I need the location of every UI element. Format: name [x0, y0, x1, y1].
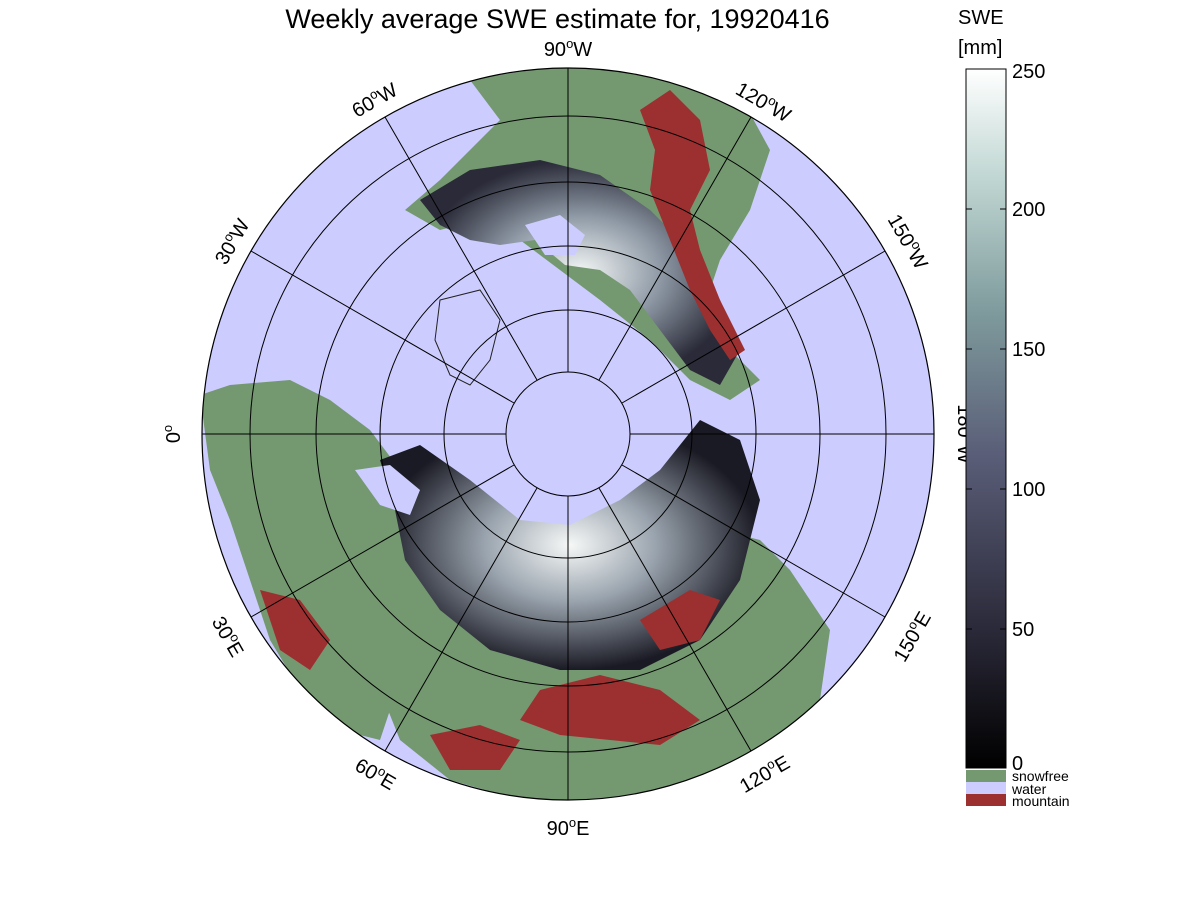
lon-label-60e: 60oE [351, 752, 401, 795]
colorbar-label-swe: SWE [958, 7, 1004, 29]
legend-label-mountain: mountain [1012, 793, 1070, 809]
legend-swatch-mountain [966, 794, 1006, 806]
colorbar-label-unit: [mm] [958, 37, 1002, 59]
snow-north-america [420, 160, 740, 385]
colorbar-gradient [965, 68, 1007, 769]
lon-label-90w: 90oW [544, 36, 592, 61]
colorbar: SWE [mm] 0 50 100 150 200 250 snowfree w… [958, 7, 1070, 809]
legend-label-snowfree: snowfree [1012, 768, 1069, 784]
legend-label-water: water [1011, 781, 1047, 797]
lon-label-150e: 150oE [887, 607, 936, 666]
mountain-east-asia [640, 590, 720, 650]
lon-label-120e: 120oE [735, 749, 794, 798]
map-disk [201, 67, 935, 801]
colorbar-tick-200: 200 [1012, 199, 1045, 221]
legend-swatch-water [966, 782, 1006, 794]
mountain-rockies [640, 90, 745, 360]
map-title: Weekly average SWE estimate for, 1992041… [285, 4, 830, 34]
mountain-alps [260, 590, 330, 670]
lon-label-0: 0o [160, 425, 185, 443]
baltic-sea [355, 465, 420, 515]
hudson-bay [525, 215, 585, 255]
colorbar-tick-marks [966, 68, 1006, 769]
lon-label-90e: 90oE [547, 815, 590, 840]
lon-label-30e: 30oE [207, 611, 250, 661]
mountain-asia [520, 675, 700, 745]
colorbar-tick-150: 150 [1012, 339, 1045, 361]
meridian-lines [202, 68, 934, 800]
colorbar-tick-50: 50 [1012, 619, 1034, 641]
colorbar-tick-0: 0 [1012, 753, 1023, 775]
colorbar-tick-100: 100 [1012, 479, 1045, 501]
legend-swatch-snowfree [966, 770, 1006, 782]
greenland [434, 289, 501, 386]
colorbar-tick-250: 250 [1012, 61, 1045, 83]
mountain-tibet [430, 725, 520, 770]
